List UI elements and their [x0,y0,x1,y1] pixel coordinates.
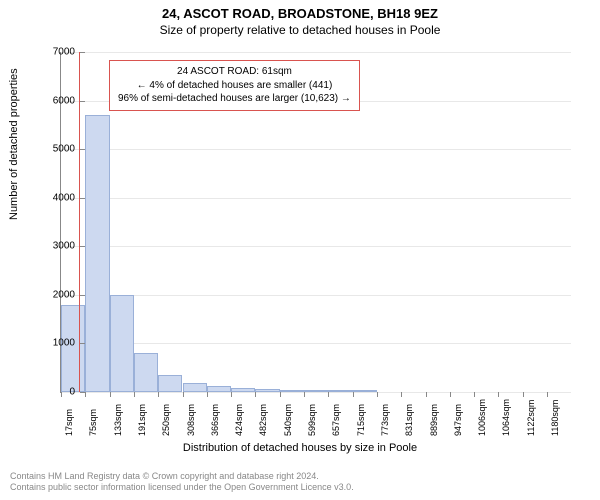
histogram-bar [353,390,377,392]
x-tick-label: 366sqm [210,404,220,436]
x-tick-label: 482sqm [258,404,268,436]
x-tick [134,392,135,397]
marker-line [79,52,80,392]
x-tick [377,392,378,397]
histogram-bar [328,390,352,392]
x-tick-label: 1064sqm [501,399,511,436]
y-tick [80,149,85,150]
y-axis-title: Number of detached properties [8,68,20,220]
x-tick [255,392,256,397]
y-tick-label: 6000 [35,95,75,106]
x-tick [426,392,427,397]
y-tick-label: 3000 [35,241,75,252]
y-tick [80,392,85,393]
grid-line [61,343,571,344]
x-axis-title: Distribution of detached houses by size … [0,442,600,454]
info-box: 24 ASCOT ROAD: 61sqm ← 4% of detached ho… [109,60,360,111]
histogram-bar [85,115,109,392]
x-tick [280,392,281,397]
x-tick [85,392,86,397]
y-tick [80,101,85,102]
y-tick-label: 2000 [35,289,75,300]
footer-line-1: Contains HM Land Registry data © Crown c… [10,471,354,483]
histogram-bar [183,383,207,392]
x-tick [450,392,451,397]
chart-container: 24, ASCOT ROAD, BROADSTONE, BH18 9EZ Siz… [0,0,600,500]
x-tick-label: 308sqm [186,404,196,436]
info-line-1: 24 ASCOT ROAD: 61sqm [118,65,351,79]
x-tick-label: 133sqm [113,404,123,436]
y-tick-label: 4000 [35,192,75,203]
x-tick-label: 17sqm [64,409,74,436]
x-tick [207,392,208,397]
footer: Contains HM Land Registry data © Crown c… [10,471,354,494]
x-tick-label: 831sqm [404,404,414,436]
y-tick [80,295,85,296]
x-tick [183,392,184,397]
x-tick-label: 424sqm [234,404,244,436]
x-tick-label: 715sqm [356,404,366,436]
x-tick [498,392,499,397]
histogram-bar [134,353,158,392]
x-tick [304,392,305,397]
histogram-bar [207,386,231,392]
info-line-2: ← 4% of detached houses are smaller (441… [118,79,351,93]
y-tick [80,52,85,53]
x-tick-label: 1180sqm [550,400,560,436]
histogram-bar [231,388,255,392]
histogram-bar [280,390,304,392]
x-tick-label: 889sqm [429,404,439,436]
histogram-bar [255,389,279,392]
x-tick-label: 773sqm [380,404,390,436]
x-tick-label: 1122sqm [526,400,536,436]
grid-line [61,198,571,199]
histogram-bar [158,375,182,392]
x-tick-label: 540sqm [283,404,293,436]
x-tick-label: 947sqm [453,404,463,436]
y-tick-label: 0 [35,387,75,398]
grid-line [61,246,571,247]
grid-line [61,52,571,53]
x-tick [353,392,354,397]
grid-line [61,392,571,393]
x-tick [328,392,329,397]
chart-title: 24, ASCOT ROAD, BROADSTONE, BH18 9EZ [0,0,600,21]
plot-area: 24 ASCOT ROAD: 61sqm ← 4% of detached ho… [60,52,571,393]
x-tick-label: 599sqm [307,404,317,436]
x-tick [523,392,524,397]
footer-line-2: Contains public sector information licen… [10,482,354,494]
histogram-bar [304,390,328,392]
y-tick-label: 7000 [35,47,75,58]
x-tick [110,392,111,397]
y-tick-label: 1000 [35,338,75,349]
y-tick [80,343,85,344]
chart-subtitle: Size of property relative to detached ho… [0,23,600,37]
y-tick [80,246,85,247]
y-tick [80,198,85,199]
x-tick [231,392,232,397]
x-tick-label: 250sqm [161,404,171,436]
x-tick [547,392,548,397]
x-tick [401,392,402,397]
x-tick-label: 657sqm [331,404,341,436]
x-tick-label: 191sqm [137,404,147,436]
x-tick [474,392,475,397]
info-line-3: 96% of semi-detached houses are larger (… [118,92,351,106]
x-tick-label: 75sqm [88,409,98,436]
x-tick-label: 1006sqm [477,399,487,436]
grid-line [61,295,571,296]
grid-line [61,149,571,150]
x-tick [158,392,159,397]
histogram-bar [110,295,134,392]
y-tick-label: 5000 [35,144,75,155]
